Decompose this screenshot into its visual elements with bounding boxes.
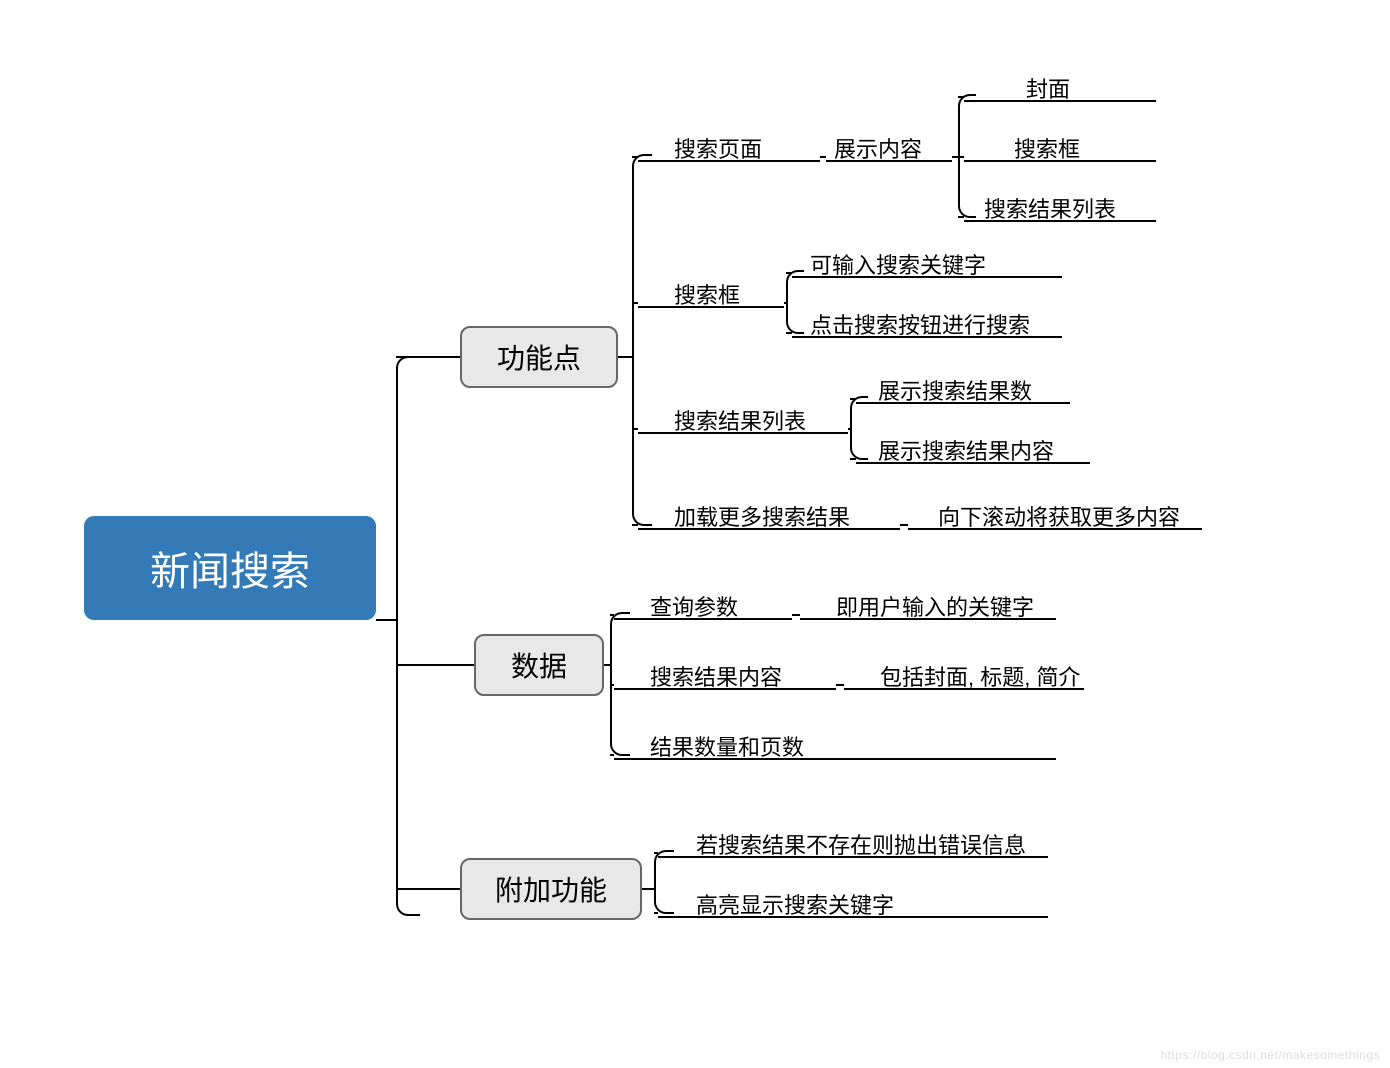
- underline-searchbox1: [964, 160, 1156, 162]
- connector-data: [396, 664, 474, 666]
- connector-count_pages: [610, 754, 614, 756]
- bracket-searchbox2: [786, 270, 804, 334]
- root-node: 新闻搜索: [84, 516, 376, 620]
- bracket-result_list2: [850, 396, 868, 460]
- underline-load_more: [638, 528, 900, 530]
- category-data: 数据: [474, 634, 604, 696]
- underline-scroll_more: [908, 528, 1202, 530]
- bracket-root: [396, 356, 420, 916]
- connector-load_more: [632, 524, 638, 526]
- connector-show_content: [850, 458, 856, 460]
- underline-user_kw: [800, 618, 1056, 620]
- connector-show_count: [850, 398, 856, 400]
- connector-highlight_kw: [654, 912, 658, 914]
- connector-searchbox2: [632, 302, 638, 304]
- underline-highlight_kw: [658, 916, 1048, 918]
- connector-query_param: [610, 614, 614, 616]
- category-extra: 附加功能: [460, 858, 642, 920]
- underline-result_list1: [964, 220, 1156, 222]
- connector-cover: [958, 96, 964, 98]
- connector-result_list2: [632, 428, 638, 430]
- underline-no_result_err: [658, 856, 1048, 858]
- underline-includes: [844, 688, 1084, 690]
- underline-search_page: [638, 160, 820, 162]
- bracket-extra: [654, 850, 674, 914]
- connector-search_page: [632, 156, 638, 158]
- connector-scroll_more: [900, 524, 908, 526]
- underline-cover: [964, 100, 1156, 102]
- underline-query_param: [614, 618, 792, 620]
- connector-extra: [396, 888, 460, 890]
- underline-display_content: [826, 160, 952, 162]
- underline-result_list2: [638, 432, 848, 434]
- connector-display_content: [820, 156, 826, 158]
- underline-result_content: [614, 688, 836, 690]
- connector-out-features: [618, 356, 632, 358]
- connector-root: [376, 619, 398, 621]
- connector-result_list1: [958, 216, 964, 218]
- underline-show_content: [856, 462, 1090, 464]
- connector-input_kw: [786, 272, 792, 274]
- connector-searchbox1: [958, 156, 964, 158]
- connector-click_search: [786, 332, 792, 334]
- category-features: 功能点: [460, 326, 618, 388]
- underline-count_pages: [614, 758, 1056, 760]
- underline-click_search: [792, 336, 1062, 338]
- connector-includes: [836, 684, 844, 686]
- underline-input_kw: [792, 276, 1062, 278]
- connector-features: [396, 356, 460, 358]
- connector-no_result_err: [654, 852, 658, 854]
- connector-user_kw: [792, 614, 800, 616]
- connector-out-extra: [642, 888, 654, 890]
- underline-show_count: [856, 402, 1070, 404]
- connector-result_content: [610, 684, 614, 686]
- watermark: https://blog.csdn.net/makesomethings: [1161, 1048, 1380, 1062]
- bracket-features: [632, 154, 652, 526]
- underline-searchbox2: [638, 306, 784, 308]
